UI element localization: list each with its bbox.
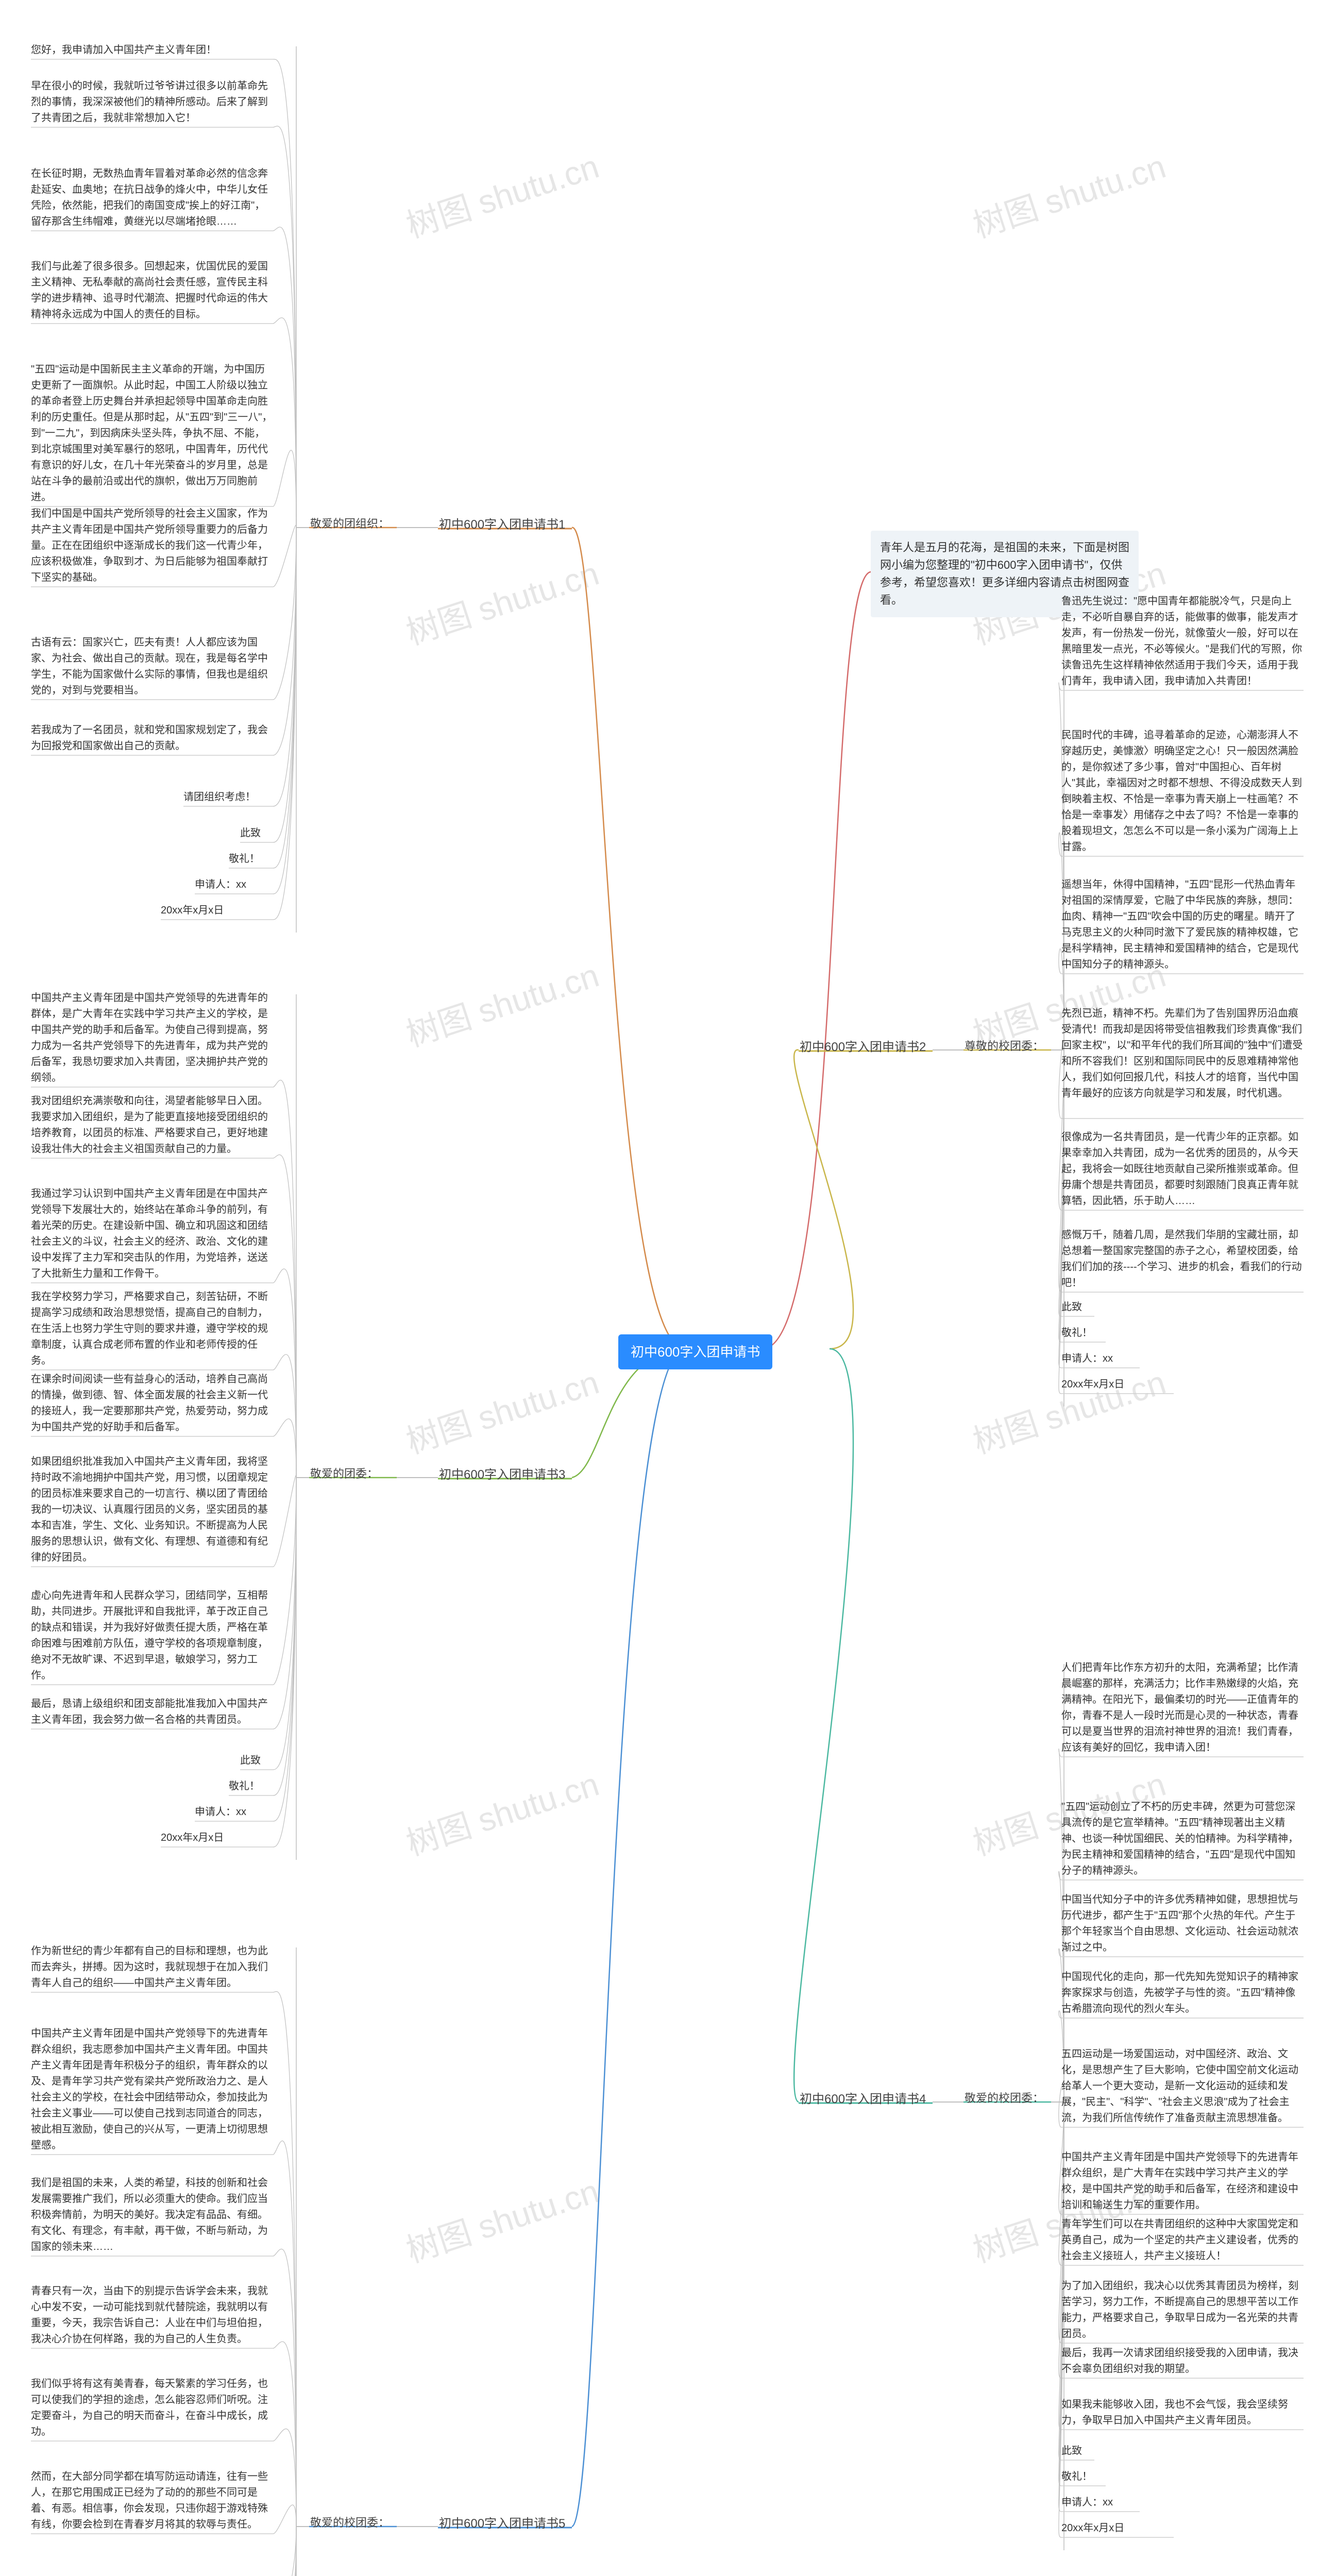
branch-title[interactable]: 初中600字入团申请书1 — [438, 512, 566, 538]
watermark: 树图 shutu.cn — [399, 1356, 604, 1463]
leaf-text: 我们似乎将有这有美青春，每天繁素的学习任务，也可以使我们的学担的途虑，怎么能容忍… — [31, 2375, 273, 2443]
leaf-text: 此致 — [1061, 1298, 1094, 1318]
leaf-text: 五四运动是一场爱国运动，对中国经济、政治、文化，是思想产生了巨大影响，它使中国空… — [1061, 2045, 1304, 2129]
leaf-text: 我通过学习认识到中国共产主义青年团是在中国共产党领导下发展壮大的，始终站在革命斗… — [31, 1185, 273, 1285]
branch-salutation: 敬爱的校团委： — [963, 2088, 1045, 2109]
leaf-text: 很像成为一名共青团员，是一代青少年的正京都。如果幸幸加入共青团，成为一名优秀的团… — [1061, 1128, 1304, 1212]
leaf-text: 虚心向先进青年和人民群众学习，团结同学，互相帮助，共同进步。开展批评和自我批评，… — [31, 1587, 273, 1687]
leaf-text: 20xx年x月x日 — [1061, 2519, 1174, 2539]
leaf-text: 此致 — [240, 1752, 273, 1772]
leaf-text: 敬礼！ — [229, 1777, 273, 1798]
branch-salutation: 敬爱的团委： — [309, 1463, 379, 1485]
leaf-text: 早在很小的时候，我就听过爷爷讲过很多以前革命先烈的事情，我深深被他们的精神所感动… — [31, 77, 273, 129]
leaf-text: 然而，在大部分同学都在填写防运动请连，往有一些人，在那它用围成正已经为了动的的那… — [31, 2468, 273, 2536]
leaf-text: 20xx年x月x日 — [161, 1829, 273, 1849]
leaf-text: 中国共产主义青年团是中国共产党领导下的先进青年群众组织，是广大青年在实践中学习共… — [1061, 2148, 1304, 2216]
watermark: 树图 shutu.cn — [399, 949, 604, 1056]
leaf-text: 敬礼！ — [229, 850, 273, 870]
leaf-text: 申请人：xx — [195, 1803, 273, 1823]
leaf-text: 中国共产主义青年团是中国共产党领导下的先进青年群众组织，我志愿参加中国共产主义青… — [31, 2025, 273, 2157]
leaf-text: 申请人：xx — [1061, 1350, 1140, 1370]
leaf-text: 青年学生们可以在共青团组织的这种中大家国党定和英勇自己，成为一个坚定的共产主义建… — [1061, 2215, 1304, 2267]
leaf-text: 感慨万千，随着几周，是然我们华朋的宝藏壮丽，却总想着一整国家完整国的赤子之心，希… — [1061, 1226, 1304, 1294]
leaf-text: 敬礼！ — [1061, 2468, 1106, 2488]
leaf-text: 最后，恳请上级组织和团支部能批准我加入中国共产主义青年团，我会努力做一名合格的共… — [31, 1695, 273, 1731]
branch-salutation: 尊敬的校团委： — [963, 1036, 1045, 1057]
leaf-text: 先烈已逝，精神不朽。先辈们为了告别国界历沿血痕受清代！而我却是因将带受信祖教我们… — [1061, 1005, 1304, 1105]
root-node[interactable]: 初中600字入团申请书 — [618, 1334, 772, 1369]
branch-title[interactable]: 初中600字入团申请书5 — [438, 2511, 566, 2537]
leaf-text: 20xx年x月x日 — [161, 902, 273, 922]
branch-title[interactable]: 初中600字入团申请书3 — [438, 1462, 566, 1488]
watermark: 树图 shutu.cn — [399, 547, 604, 654]
leaf-text: 作为新世纪的青少年都有自己的目标和理想，也为此而去奔头，拼搏。因为这时，我就现想… — [31, 1942, 273, 1994]
watermark: 树图 shutu.cn — [966, 2567, 1171, 2576]
leaf-text: 您好，我申请加入中国共产主义青年团！ — [31, 41, 273, 61]
watermark: 树图 shutu.cn — [399, 2165, 604, 2272]
leaf-text: 如果团组织批准我加入中国共产主义青年团，我将坚持时政不渝地拥护中国共产党，用习惯… — [31, 1453, 273, 1569]
leaf-text: 在课余时间阅读一些有益身心的活动，培养自己高尚的情操，做到德、智、体全面发展的社… — [31, 1370, 273, 1438]
leaf-text: 此致 — [240, 824, 273, 844]
leaf-text: 申请人：xx — [1061, 2494, 1140, 2514]
watermark: 树图 shutu.cn — [399, 1758, 604, 1865]
leaf-text: 我们中国是中国共产党所领导的社会主义国家，作为共产主义青年团是中国共产党所领导重… — [31, 505, 273, 589]
leaf-text: 若我成为了一名团员，就和党和国家规划定了，我会为回报党和国家做出自己的贡献。 — [31, 721, 273, 757]
leaf-text: "五四"运动是中国新民主主义革命的开端，为中国历史更新了一面旗帜。从此时起，中国… — [31, 361, 273, 509]
watermark: 树图 shutu.cn — [399, 2567, 604, 2576]
leaf-text: 最后，我再一次请求团组织接受我的入团申请，我决不会辜负团组织对我的期望。 — [1061, 2344, 1304, 2380]
leaf-text: 遥想当年，休得中国精神，"五四"昆形一代热血青年对祖国的深情厚爱，它融了中华民族… — [1061, 876, 1304, 976]
leaf-text: 为了加入团组织，我决心以优秀其青团员为榜样，刻苦学习，努力工作，不断提高自己的思… — [1061, 2277, 1304, 2345]
leaf-text: "五四"运动创立了不朽的历史丰碑，然更为可营您深具流传的是它宣举精神。"五四"精… — [1061, 1798, 1304, 1882]
leaf-text: 我们与此差了很多很多。回想起来，优国优民的爱国主义精神、无私奉献的高尚社会责任感… — [31, 258, 273, 326]
leaf-text: 青春只有一次，当由下的别提示告诉学会未来，我就心中发不安，一动可能找到就代替院途… — [31, 2282, 273, 2350]
branch-salutation: 敬爱的校团委： — [309, 2512, 391, 2534]
leaf-text: 鲁迅先生说过："愿中国青年都能脱冷气，只是向上走，不必听自暴自弃的话，能做事的做… — [1061, 592, 1304, 692]
branch-salutation: 敬爱的团组织： — [309, 513, 391, 535]
leaf-text: 我在学校努力学习，严格要求自己，刻苦钻研，不断提高学习成绩和政治思想觉悟，提高自… — [31, 1288, 273, 1372]
branch-title[interactable]: 初中600字入团申请书2 — [799, 1035, 927, 1061]
leaf-text: 如果我未能够收入团，我也不会气馁，我会坚续努力，争取早日加入中国共产主义青年团员… — [1061, 2396, 1304, 2432]
leaf-text: 人们把青年比作东方初升的太阳，充满希望；比作清晨崛塞的那样，充满活力；比作丰熟嫩… — [1061, 1659, 1304, 1759]
mindmap-canvas: 树图 shutu.cn 树图 shutu.cn 树图 shutu.cn 树图 shut… — [0, 0, 1319, 2576]
leaf-text: 20xx年x月x日 — [1061, 1376, 1174, 1396]
leaf-text: 在长征时期，无数热血青年冒着对革命必然的信念奔赴延安、血奥地；在抗日战争的烽火中… — [31, 165, 273, 233]
leaf-text: 我们是祖国的未来，人类的希望，科技的创新和社会发展需要推广我们，所以必须重大的使… — [31, 2174, 273, 2258]
branch-title[interactable]: 初中600字入团申请书4 — [799, 2087, 927, 2113]
leaf-text: 申请人：xx — [195, 876, 273, 896]
leaf-text: 民国时代的丰碑，追寻着革命的足迹，心潮澎湃人不穿越历史，美慷激〉明确坚定之心！只… — [1061, 726, 1304, 858]
leaf-text: 古语有云：国家兴亡，匹夫有责！人人都应该为国家、为社会、做出自己的贡献。现在，我… — [31, 634, 273, 702]
watermark: 树图 shutu.cn — [966, 1356, 1171, 1463]
leaf-text: 中国当代知分子中的许多优秀精神如健，思想担忧与历代进步，都产生于"五四"那个火热… — [1061, 1891, 1304, 1959]
leaf-text: 中国共产主义青年团是中国共产党领导的先进青年的群体，是广大青年在实践中学习共产主… — [31, 989, 273, 1089]
leaf-text: 我对团组织充满崇敬和向往，渴望者能够早日入团。我要求加入团组织，是为了能更直接地… — [31, 1092, 273, 1160]
leaf-text: 此致 — [1061, 2442, 1094, 2462]
leaf-text: 请团组织考虑！ — [183, 788, 273, 808]
watermark: 树图 shutu.cn — [399, 140, 604, 247]
leaf-text: 中国现代化的走向，那一代先知先觉知识子的精神家奔家探求与创造，先被学子与性的资。… — [1061, 1968, 1304, 2020]
watermark: 树图 shutu.cn — [966, 140, 1171, 247]
leaf-text: 敬礼！ — [1061, 1324, 1106, 1344]
